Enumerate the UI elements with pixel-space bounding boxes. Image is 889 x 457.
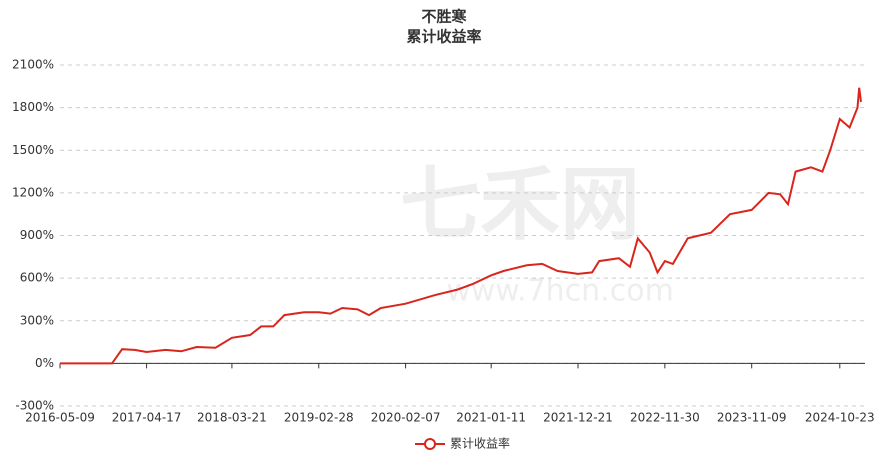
- y-tick-label: 0%: [35, 356, 54, 370]
- x-tick-label: 2016-05-09: [25, 411, 95, 425]
- x-tick-label: 2020-02-07: [371, 411, 441, 425]
- line: [60, 87, 862, 365]
- y-tick-label: 300%: [20, 313, 54, 327]
- y-tick-label: 600%: [20, 271, 54, 285]
- y-tick-label: 1800%: [12, 100, 54, 114]
- watermark-url: www.7hcn.com: [446, 274, 674, 309]
- x-tick-label: 2018-03-21: [197, 411, 267, 425]
- x-tick-label: 2017-04-17: [112, 411, 182, 425]
- y-tick-label: 2100%: [12, 58, 54, 72]
- chart-subtitle: 累计收益率: [406, 28, 481, 46]
- y-tick-label: 1200%: [12, 185, 54, 199]
- x-tick-label: 2019-02-28: [284, 411, 354, 425]
- x-tick-label: 2022-11-30: [630, 411, 700, 425]
- watermark: 七禾网: [400, 158, 640, 251]
- y-tick-label: -300%: [15, 399, 54, 413]
- x-tick-label: 2023-11-09: [717, 411, 787, 425]
- legend-marker: [424, 438, 436, 450]
- x-tick-label: 2021-12-21: [543, 411, 613, 425]
- x-tick-label: 2021-01-11: [456, 411, 526, 425]
- legend-label: 累计收益率: [450, 436, 510, 451]
- y-tick-label: 1500%: [12, 143, 54, 157]
- x-tick-label: 2024-10-23: [805, 411, 875, 425]
- chart-title: 不胜寒: [421, 8, 467, 26]
- y-tick-label: 900%: [20, 228, 54, 242]
